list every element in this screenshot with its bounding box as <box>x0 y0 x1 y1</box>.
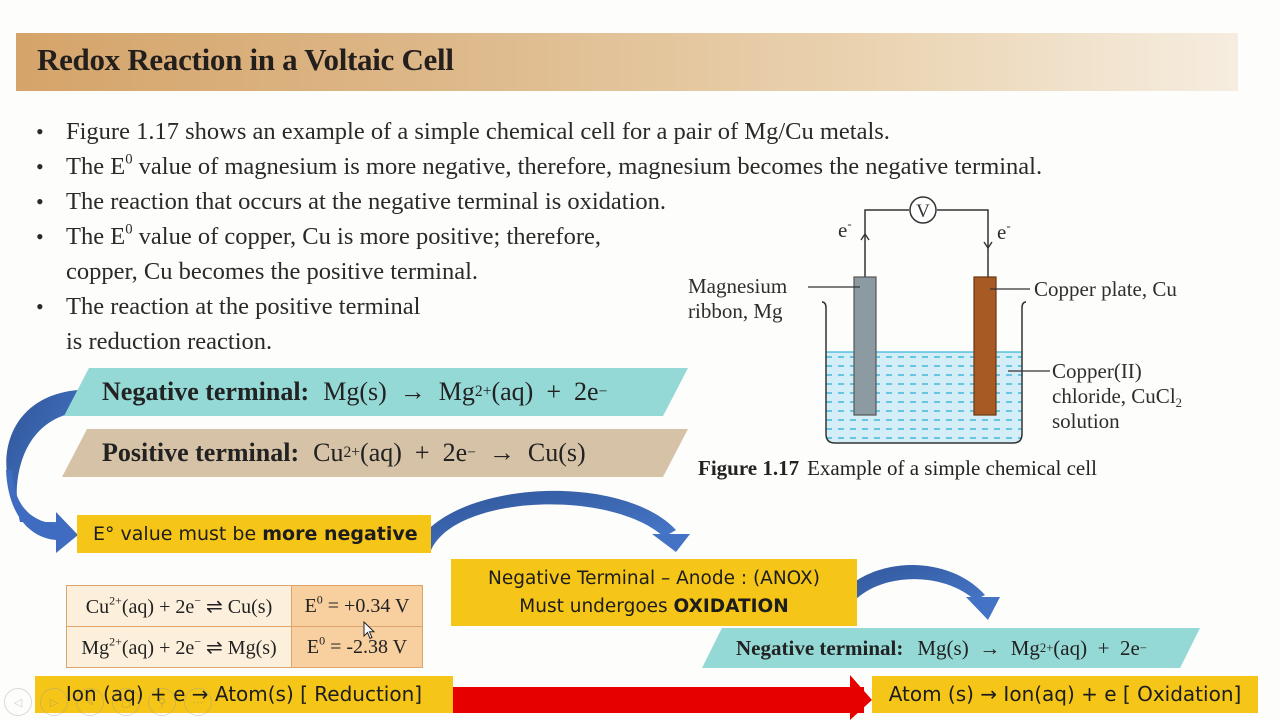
zoom-button[interactable]: ⚲ <box>148 688 176 716</box>
potential-cell: E0 = -2.38 V <box>291 626 423 668</box>
red-arrow-icon <box>452 675 872 720</box>
negative-terminal-equation: Negative terminal: Mg(s) → Mg 2+ (aq) + 2e… <box>64 368 688 416</box>
more-options-button[interactable]: ⋯ <box>184 688 212 716</box>
voltmeter-icon <box>909 196 937 224</box>
bullet-item: The reaction at the positive terminalis … <box>36 289 1256 359</box>
table-row: Mg2+(aq) + 2e− ⇌ Mg(s) E0 = -2.38 V <box>66 626 423 668</box>
mouse-cursor-icon <box>363 621 376 640</box>
slide-overview-button[interactable]: ▢ <box>112 688 140 716</box>
bullet-item: The E0 value of copper, Cu is more posit… <box>36 219 1256 289</box>
slideshow-controls: ◁ ▷ ✎ ▢ ⚲ ⋯ <box>4 688 212 716</box>
title-bar <box>16 33 1238 91</box>
electron-label-right: e- <box>997 219 1011 244</box>
magnesium-electrode <box>853 276 877 416</box>
svg-text:V: V <box>916 201 930 222</box>
positive-terminal-equation: Positive terminal: Cu 2+ (aq) + 2e − → Cu(s… <box>62 429 688 477</box>
anode-note: Negative Terminal – Anode : (ANOX) Must … <box>451 559 857 626</box>
curved-arrow-right-icon <box>827 565 1000 622</box>
pen-tool-button[interactable]: ✎ <box>76 688 104 716</box>
curved-arrow-middle-icon <box>412 490 690 553</box>
e-value-note: E° value must be more negative <box>77 515 431 553</box>
bullet-item: Figure 1.17 shows an example of a simple… <box>36 114 1256 149</box>
arrow-up-icon <box>860 232 870 241</box>
figure-caption: Figure 1.17 Example of a simple chemical … <box>698 456 1097 480</box>
bullet-item: The reaction that occurs at the negative… <box>36 184 1256 219</box>
electrode-potentials-table: Cu2+(aq) + 2e− ⇌ Cu(s) E0 = +0.34 V Mg2+… <box>66 585 423 668</box>
electron-label-left: e- <box>838 217 852 242</box>
previous-slide-button[interactable]: ◁ <box>4 688 32 716</box>
voltaic-cell-diagram: V <box>808 196 1050 444</box>
potential-cell: E0 = +0.34 V <box>291 585 423 627</box>
half-equation-cell: Mg2+(aq) + 2e− ⇌ Mg(s) <box>66 626 292 668</box>
bullet-list: Figure 1.17 shows an example of a simple… <box>36 114 1256 359</box>
table-row: Cu2+(aq) + 2e− ⇌ Cu(s) E0 = +0.34 V <box>66 585 423 627</box>
copper-electrode <box>973 276 997 416</box>
negative-terminal-equation-repeat: Negative terminal: Mg(s) → Mg 2+ (aq) + 2e… <box>702 628 1200 668</box>
oxidation-note: Atom (s) → Ion(aq) + e [ Oxidation] <box>872 676 1258 713</box>
magnesium-label: Magnesium ribbon, Mg <box>688 274 788 323</box>
page-title: Redox Reaction in a Voltaic Cell <box>37 42 454 77</box>
curved-arrow-left-icon <box>6 390 78 553</box>
bullet-item: The E0 value of magnesium is more negati… <box>36 149 1256 184</box>
solution-label: Copper(II) chloride, CuCl2 solution <box>1052 359 1182 433</box>
arrow-down-icon <box>983 241 993 250</box>
copper-plate-label: Copper plate, Cu <box>1034 277 1177 301</box>
next-slide-button[interactable]: ▷ <box>40 688 68 716</box>
half-equation-cell: Cu2+(aq) + 2e− ⇌ Cu(s) <box>66 585 292 627</box>
